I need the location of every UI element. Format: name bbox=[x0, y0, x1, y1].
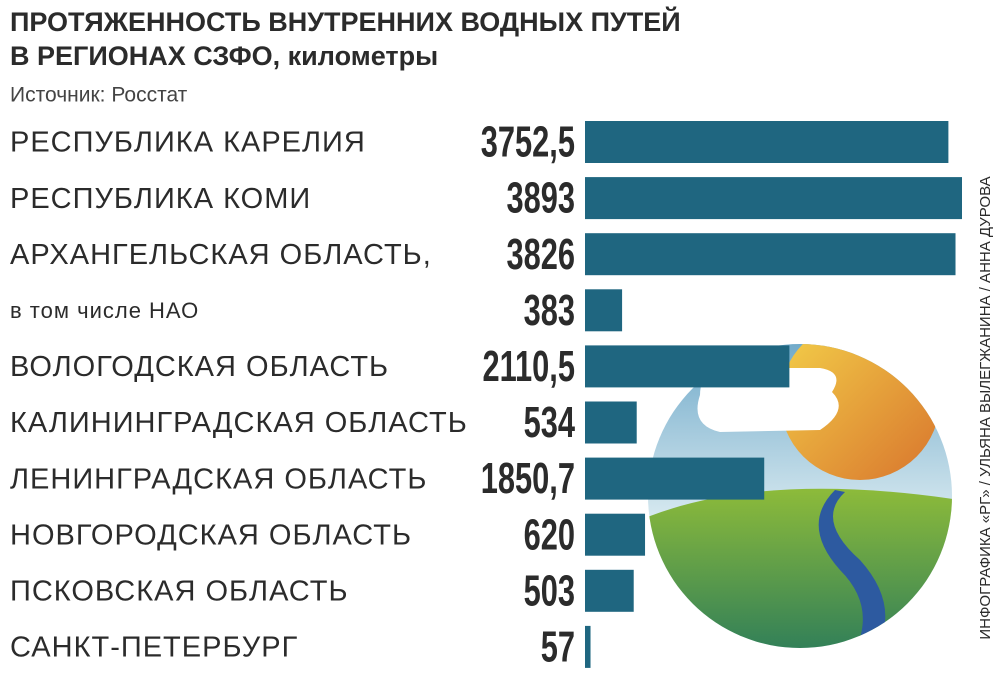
bar bbox=[585, 457, 765, 500]
value-label: 534 bbox=[524, 399, 575, 448]
illustration bbox=[648, 344, 952, 648]
category-label: АРХАНГЕЛЬСКАЯ ОБЛАСТЬ, bbox=[10, 239, 432, 271]
value-label: 383 bbox=[524, 287, 575, 336]
bar bbox=[585, 625, 591, 668]
category-label: ВОЛОГОДСКАЯ ОБЛАСТЬ bbox=[10, 351, 389, 383]
value-label: 3752,5 bbox=[481, 118, 575, 167]
category-label: ПСКОВСКАЯ ОБЛАСТЬ bbox=[10, 575, 349, 607]
bar bbox=[585, 401, 637, 444]
source: Источник: Росстат bbox=[10, 84, 188, 107]
category-label: в том числе НАО bbox=[10, 298, 199, 323]
category-label: КАЛИНИНГРАДСКАЯ ОБЛАСТЬ bbox=[10, 407, 468, 439]
bar bbox=[585, 513, 646, 556]
chart-title: ПРОТЯЖЕННОСТЬ ВНУТРЕННИХ ВОДНЫХ ПУТЕЙ bbox=[10, 6, 681, 37]
value-label: 3893 bbox=[506, 174, 575, 223]
bar bbox=[585, 569, 634, 612]
category-label: РЕСПУБЛИКА КОМИ bbox=[10, 183, 311, 215]
value-label: 57 bbox=[541, 623, 575, 672]
bar bbox=[585, 289, 623, 332]
value-label: 2110,5 bbox=[483, 343, 575, 392]
category-label: САНКТ-ПЕТЕРБУРГ bbox=[10, 632, 298, 664]
bar bbox=[585, 345, 790, 388]
value-label: 503 bbox=[524, 567, 575, 616]
credit: ИНФОГРАФИКА «РГ» / УЛЬЯНА ВЫЛЕГЖАНИНА / … bbox=[977, 176, 994, 639]
chart-title: В РЕГИОНАХ СЗФО, километры bbox=[10, 41, 438, 71]
bar bbox=[585, 177, 962, 220]
category-label: ЛЕНИНГРАДСКАЯ ОБЛАСТЬ bbox=[10, 463, 427, 495]
value-label: 3826 bbox=[506, 231, 575, 280]
bar bbox=[585, 121, 949, 163]
category-label: РЕСПУБЛИКА КАРЕЛИЯ bbox=[10, 127, 366, 159]
value-label: 1850,7 bbox=[481, 455, 575, 504]
category-label: НОВГОРОДСКАЯ ОБЛАСТЬ bbox=[10, 519, 412, 551]
value-label: 620 bbox=[524, 511, 575, 560]
bar bbox=[585, 233, 956, 276]
